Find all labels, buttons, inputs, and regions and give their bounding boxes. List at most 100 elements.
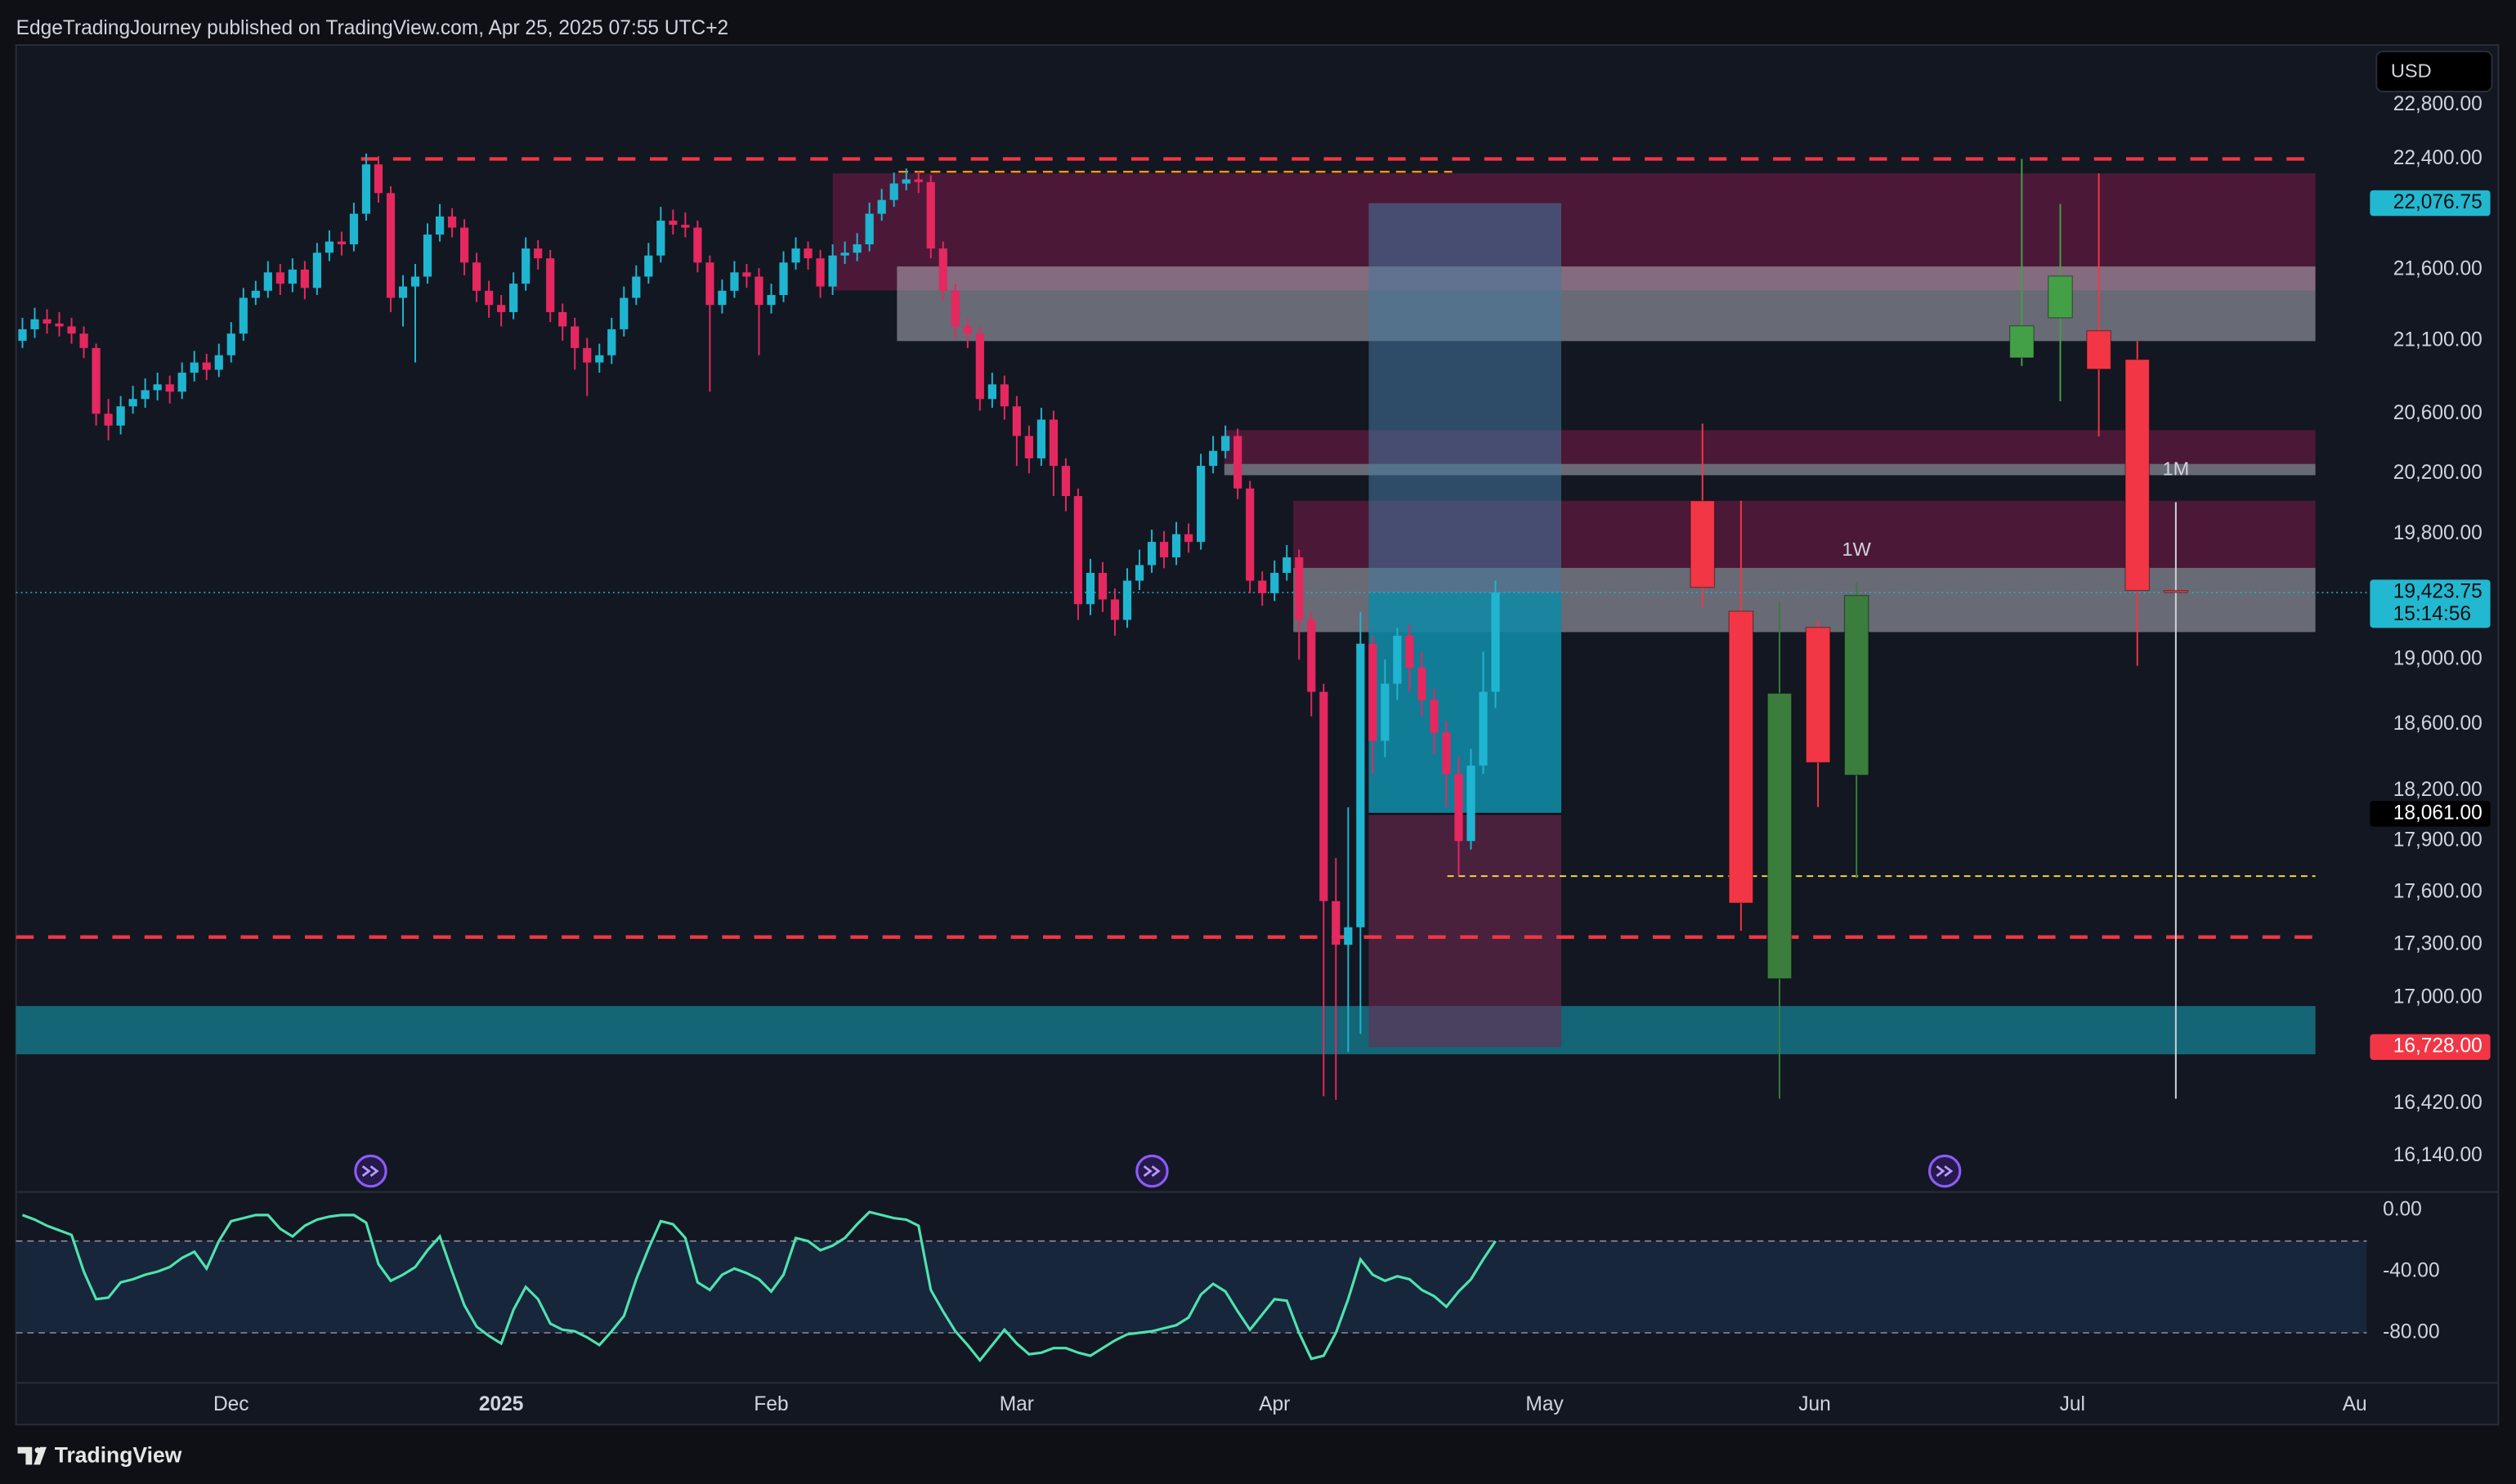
y-tick-label: 22,800.00 — [2393, 93, 2482, 115]
event-icon[interactable] — [1135, 1154, 1169, 1188]
candle-body — [128, 399, 137, 407]
candle-body — [1036, 419, 1045, 458]
target-price-tag-box — [2370, 190, 2491, 217]
zone — [897, 266, 2316, 342]
y-tick-label: 21,600.00 — [2393, 257, 2482, 279]
y-tick-label: 16,420.00 — [2393, 1092, 2482, 1114]
y-tick-label: 17,900.00 — [2393, 829, 2482, 852]
candle-body — [742, 272, 751, 277]
publish-header: EdgeTradingJourney published on TradingV… — [16, 17, 729, 39]
candle-body — [1233, 436, 1242, 489]
band-fill — [16, 1240, 2367, 1333]
event-icon[interactable] — [354, 1154, 387, 1188]
candle-body — [116, 406, 125, 426]
candle-body — [165, 384, 174, 392]
candle-body — [730, 272, 739, 291]
last-price-tag: 19,423.75 — [2393, 581, 2482, 603]
candle-body — [632, 276, 641, 298]
candle-body — [1491, 592, 1500, 692]
y-tick-label: 16,140.00 — [2393, 1144, 2482, 1166]
stop-price-tag-box — [2370, 1034, 2491, 1060]
x-tick-label: Jun — [1798, 1393, 1831, 1415]
candle-body — [202, 362, 211, 370]
candle-body — [398, 286, 408, 298]
candle-body — [374, 164, 383, 194]
y-tick-label: 17,000.00 — [2393, 986, 2482, 1008]
currency-label: USD — [2391, 60, 2432, 82]
position-filled-profit — [1368, 592, 1562, 814]
y-tick-label: 21,100.00 — [2393, 329, 2482, 351]
candle-body — [410, 276, 420, 287]
candle-body — [1061, 466, 1071, 497]
htf-candle-body — [2163, 590, 2189, 593]
candle-body — [1171, 534, 1181, 558]
bar-countdown: 15:14:56 — [2393, 603, 2471, 625]
candle-body — [1405, 635, 1414, 668]
y-tick-label: 20,200.00 — [2393, 462, 2482, 484]
candle-body — [1344, 927, 1353, 945]
candle-body — [1147, 542, 1157, 565]
htf-candle-body — [1690, 500, 1716, 588]
candle-body — [275, 272, 284, 284]
stop-price-tag: 16,728.00 — [2393, 1035, 2482, 1057]
candle-body — [828, 255, 837, 287]
candle-body — [1184, 534, 1193, 543]
candle-body — [1454, 773, 1463, 842]
oscillator-line — [21, 1210, 1497, 1363]
candle-body — [558, 311, 567, 327]
candle-body — [779, 262, 788, 296]
y-tick-label: 18,200.00 — [2393, 779, 2482, 801]
event-icon[interactable] — [1927, 1154, 1962, 1188]
currency-box[interactable] — [2375, 50, 2493, 92]
brand-logo — [17, 1446, 47, 1465]
htf-candle-body — [1728, 610, 1754, 904]
candle-body — [865, 213, 874, 244]
plot-area: 1W 1M 22,800.00 22,400.00 21,600.00 21,100.00… — [16, 93, 2491, 1415]
candle-body — [877, 199, 886, 214]
candle-body — [889, 183, 898, 200]
candle-body — [754, 276, 763, 306]
candle-body — [546, 258, 555, 312]
candle-body — [1430, 700, 1439, 733]
brand-name: TradingView — [55, 1443, 182, 1468]
candle-body — [718, 290, 727, 306]
candle-body — [1332, 901, 1341, 945]
candle-body — [644, 255, 653, 277]
y-tick-label: 17,300.00 — [2393, 933, 2482, 955]
last-price-tag-box — [2370, 579, 2491, 628]
x-tick-label: Au — [2343, 1393, 2367, 1415]
candle-body — [1381, 683, 1390, 741]
candle-body — [1319, 691, 1328, 901]
candle-body — [1246, 488, 1255, 581]
candle-body — [1135, 565, 1144, 581]
candle-body — [1159, 542, 1169, 558]
candle-body — [914, 179, 923, 182]
target-price-tag: 22,076.75 — [2393, 191, 2482, 213]
candle-body — [447, 216, 457, 228]
osc-tick-label: 0.00 — [2383, 1199, 2422, 1221]
candle-body — [497, 305, 506, 312]
y-tick-label: 18,600.00 — [2393, 713, 2482, 735]
candle-body — [767, 295, 776, 306]
candle-body — [177, 373, 186, 392]
candle-body — [681, 225, 690, 228]
y-tick-label: 22,400.00 — [2393, 147, 2482, 169]
candle-body — [1221, 436, 1230, 451]
candle-body — [1442, 732, 1451, 774]
candle-body — [1086, 573, 1095, 605]
candle-body — [251, 290, 260, 298]
candle-body — [337, 241, 347, 244]
candle-body — [534, 248, 543, 259]
osc-tick-label: -40.00 — [2383, 1260, 2440, 1282]
y-tick-label: 19,800.00 — [2393, 522, 2482, 544]
entry-price-tag-box — [2370, 801, 2491, 827]
candle-body — [1466, 765, 1475, 842]
osc-tick-label: -80.00 — [2383, 1321, 2440, 1343]
candle-body — [951, 290, 960, 327]
candle-body — [1000, 384, 1009, 407]
event-icons — [354, 1154, 1962, 1188]
candle-body — [1049, 419, 1059, 467]
candle-body — [840, 253, 849, 256]
candle-body — [1197, 466, 1206, 543]
